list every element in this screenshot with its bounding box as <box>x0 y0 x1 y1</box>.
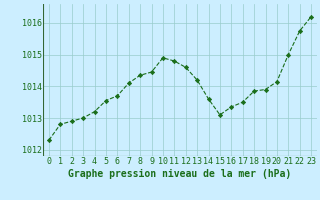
X-axis label: Graphe pression niveau de la mer (hPa): Graphe pression niveau de la mer (hPa) <box>68 169 292 179</box>
